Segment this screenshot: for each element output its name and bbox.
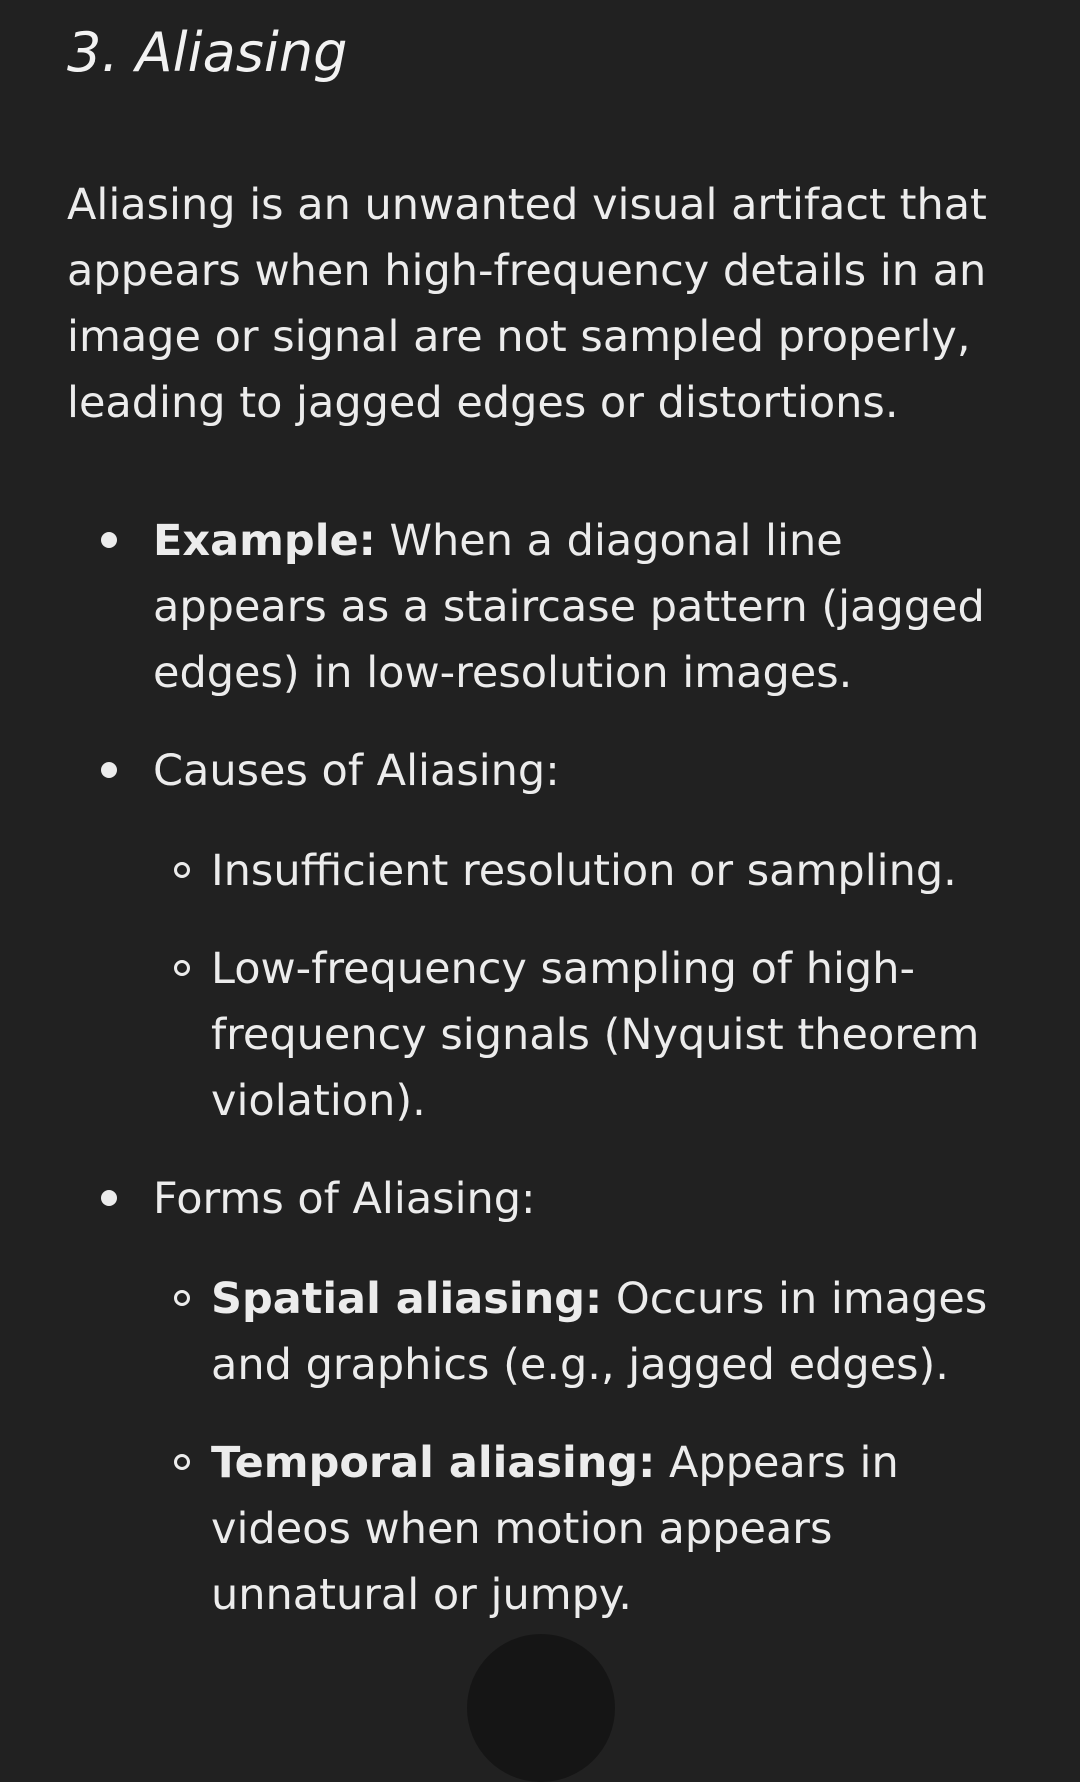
list-item: Temporal aliasing: Appears in videos whe… xyxy=(153,1430,1027,1628)
list-item-example: Example: When a diagonal line appears as… xyxy=(67,508,1027,706)
bullet-dot-icon xyxy=(101,532,117,548)
bullet-dot-icon xyxy=(101,762,117,778)
document-content: 3. Aliasing Aliasing is an unwanted visu… xyxy=(67,0,1027,1660)
bullet-circle-icon xyxy=(174,862,190,878)
intro-paragraph: Aliasing is an unwanted visual artifact … xyxy=(67,180,987,428)
section-heading: 3. Aliasing xyxy=(67,21,348,84)
example-label: Example: xyxy=(153,516,376,566)
forms-sublist: Spatial aliasing: Occurs in images and g… xyxy=(153,1266,1027,1628)
list-item: Spatial aliasing: Occurs in images and g… xyxy=(153,1266,1027,1398)
list-item-causes: Causes of Aliasing: Insufficient resolut… xyxy=(67,738,1027,1134)
bullet-dot-icon xyxy=(101,1190,117,1206)
bullet-circle-icon xyxy=(174,1454,190,1470)
bullet-circle-icon xyxy=(174,1290,190,1306)
cause-text: Insufficient resolution or sampling. xyxy=(211,846,957,896)
bullet-list: Example: When a diagonal line appears as… xyxy=(67,508,1027,1628)
scroll-down-button[interactable] xyxy=(467,1634,615,1782)
causes-sublist: Insufficient resolution or sampling. Low… xyxy=(153,838,1027,1134)
forms-label: Forms of Aliasing: xyxy=(153,1174,536,1224)
list-item: Low-frequency sampling of high-frequency… xyxy=(153,936,1027,1134)
form-text: Occurs in images and graphics (e.g., jag… xyxy=(211,1274,988,1390)
list-item: Insufficient resolution or sampling. xyxy=(153,838,1027,904)
bullet-circle-icon xyxy=(174,960,190,976)
list-item-forms: Forms of Aliasing: Spatial aliasing: Occ… xyxy=(67,1166,1027,1628)
causes-label: Causes of Aliasing: xyxy=(153,746,560,796)
example-text: When a diagonal line appears as a stairc… xyxy=(153,516,985,698)
form-label: Spatial aliasing: xyxy=(211,1274,603,1324)
cause-text: Low-frequency sampling of high-frequency… xyxy=(211,944,980,1126)
form-text: Appears in videos when motion appears un… xyxy=(211,1438,899,1620)
form-label: Temporal aliasing: xyxy=(211,1438,656,1488)
